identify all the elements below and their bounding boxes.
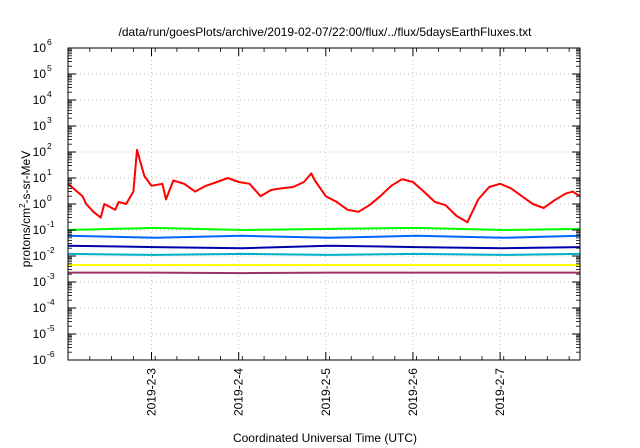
y-tick-label: 10: [33, 327, 47, 341]
y-tick-label-exponent: -4: [47, 297, 55, 307]
y-tick-label-base: 10: [33, 119, 47, 133]
y-tick-label-exponent: 3: [47, 115, 52, 125]
y-tick-label-exponent: -6: [47, 349, 55, 359]
y-tick-label: 10: [33, 67, 47, 81]
y-axis-label-base: protons/cm: [19, 208, 33, 267]
y-tick-label-base: 10: [33, 93, 47, 107]
series-line: [67, 234, 581, 239]
y-tick-label-base: 10: [33, 67, 47, 81]
y-tick-label: 10: [33, 249, 47, 263]
y-tick-label-base: 10: [33, 171, 47, 185]
y-tick-label-exponent: -2: [47, 245, 55, 255]
y-tick-label: 10: [33, 171, 47, 185]
y-tick-label-base: 10: [33, 353, 47, 367]
y-tick-label-base: 10: [33, 327, 47, 341]
y-tick-label: 10: [33, 223, 47, 237]
axis-ticks: 10 -610 -510 -410 -310 -210 -110 010 110 210 310 41…: [33, 37, 580, 416]
series-line: [67, 148, 581, 224]
y-tick-label: 10: [33, 145, 47, 159]
y-axis-label-tail: -s-sr-MeV: [19, 151, 33, 204]
y-axis-label-superscript: 2: [18, 203, 27, 208]
y-tick-label-base: 10: [33, 275, 47, 289]
grid: [68, 48, 580, 360]
x-axis-label: Coordinated Universal Time (UTC): [233, 431, 417, 445]
y-tick-label-base: 10: [33, 301, 47, 315]
y-tick-label-exponent: 4: [47, 89, 52, 99]
x-tick-label: 2019-2-4: [232, 368, 246, 416]
y-tick-label-exponent: -5: [47, 323, 55, 333]
series-line: [67, 244, 581, 250]
x-tick-label: 2019-2-5: [319, 368, 333, 416]
series-group: [67, 148, 581, 275]
y-tick-label-exponent: 5: [47, 63, 52, 73]
series-line: [67, 252, 581, 256]
y-tick-label: 10: [33, 353, 47, 367]
y-axis-label: protons/cm2-s-sr-MeV: [18, 151, 33, 267]
y-tick-label: 10: [33, 93, 47, 107]
y-tick-label-base: 10: [33, 41, 47, 55]
y-tick-label-base: 10: [33, 249, 47, 263]
y-tick-label-base: 10: [33, 145, 47, 159]
y-tick-label: 10: [33, 275, 47, 289]
y-tick-label-exponent: 2: [47, 141, 52, 151]
y-tick-label: 10: [33, 119, 47, 133]
y-tick-label-exponent: 6: [47, 37, 52, 47]
y-tick-label-exponent: 0: [47, 193, 52, 203]
y-tick-label-exponent: 1: [47, 167, 52, 177]
x-tick-label: 2019-2-7: [493, 368, 507, 416]
y-tick-label: 10: [33, 41, 47, 55]
y-tick-label: 10: [33, 197, 47, 211]
y-tick-label-exponent: -3: [47, 271, 55, 281]
y-tick-label-exponent: -1: [47, 219, 55, 229]
series-line: [68, 271, 580, 275]
y-tick-label: 10: [33, 301, 47, 315]
y-tick-label-base: 10: [33, 223, 47, 237]
x-tick-label: 2019-2-3: [145, 368, 159, 416]
x-tick-label: 2019-2-6: [406, 368, 420, 416]
series-line: [67, 226, 581, 231]
chart-title: /data/run/goesPlots/archive/2019-02-07/2…: [119, 25, 533, 39]
y-tick-label-base: 10: [33, 197, 47, 211]
